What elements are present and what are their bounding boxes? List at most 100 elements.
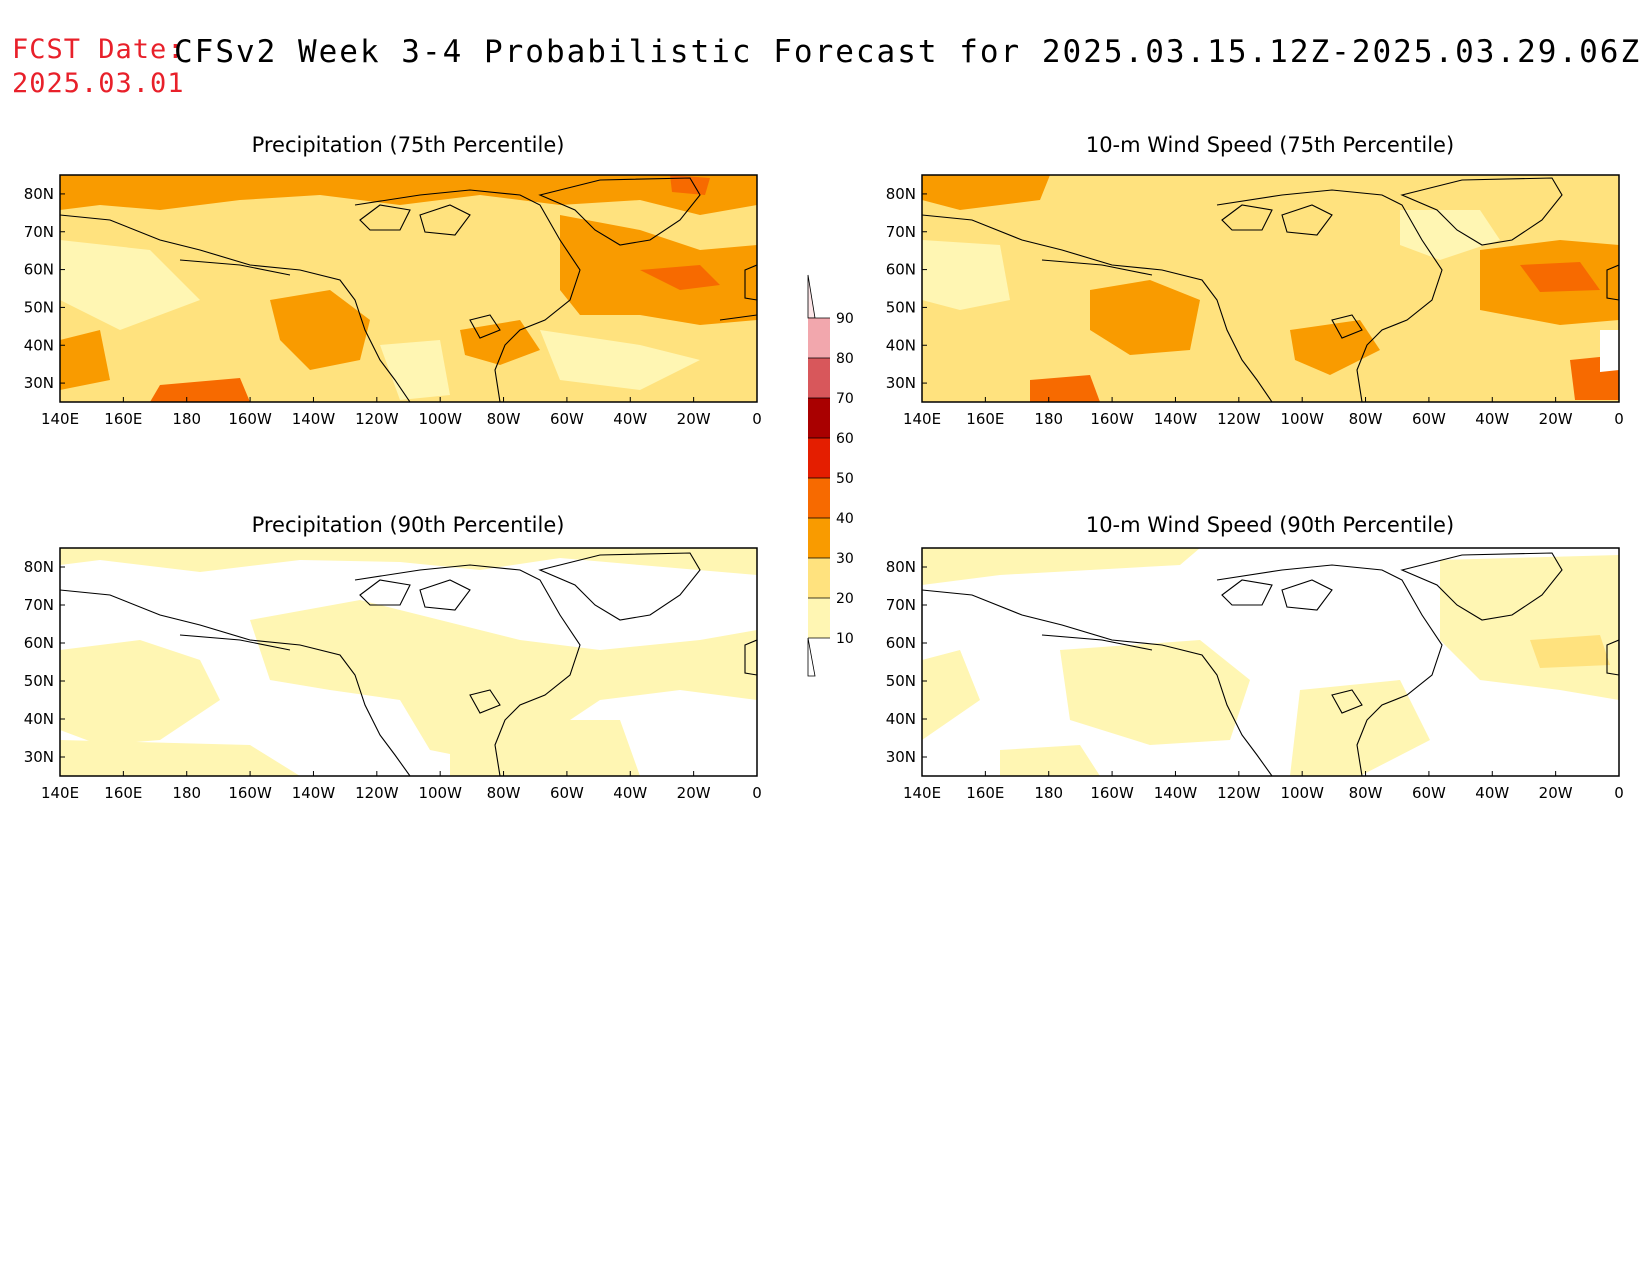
colorbar-bottom-arrow [807, 637, 816, 677]
lon-tick-label: 160E [966, 784, 1004, 802]
lat-tick-label: 80N [886, 185, 916, 203]
lon-tick-label: 40W [1475, 784, 1509, 802]
lon-tick-label: 60W [1412, 410, 1446, 428]
lon-tick-labels: 140E 160E 180 160W 140W 120W 100W 80W 60W 40W 20W 0 [903, 397, 1624, 428]
lon-tick-label: 160W [1090, 410, 1134, 428]
lat-tick-label: 70N [24, 596, 54, 614]
lat-tick-labels: 80N 70N 60N 50N 40N 30N [886, 185, 927, 392]
lon-tick-label: 60W [550, 410, 584, 428]
probability-shading [922, 548, 1619, 776]
probability-shading [60, 548, 757, 776]
lat-tick-labels: 80N 70N 60N 50N 40N 30N [24, 185, 65, 392]
panel-wind-75: 10-m Wind Speed (75th Percentile) 140E [886, 133, 1624, 428]
probability-shading [922, 175, 1619, 402]
coastlines [922, 552, 1619, 776]
lon-tick-label: 160E [104, 410, 142, 428]
lon-tick-label: 0 [1614, 410, 1624, 428]
colorbar: 10 20 30 40 50 60 70 80 90 [807, 274, 854, 677]
lat-tick-label: 50N [24, 672, 54, 690]
lon-tick-label: 160E [966, 410, 1004, 428]
colorbar-label: 40 [836, 511, 854, 527]
colorbar-box [808, 358, 830, 398]
lon-tick-label: 20W [1539, 410, 1573, 428]
coastlines [922, 177, 1619, 402]
lat-tick-label: 30N [24, 374, 54, 392]
lon-tick-label: 160E [104, 784, 142, 802]
lon-tick-label: 80W [487, 410, 521, 428]
lon-tick-label: 120W [1217, 410, 1261, 428]
map-frame [921, 547, 1620, 777]
lon-tick-label: 140W [1154, 784, 1198, 802]
lon-tick-labels: 140E 160E 180 160W 140W 120W 100W 80W 60W 40W 20W 0 [41, 397, 762, 428]
forecast-date-value: 2025.03.01 [12, 68, 185, 99]
panel-title: 10-m Wind Speed (75th Percentile) [1086, 133, 1454, 157]
lat-tick-label: 50N [886, 672, 916, 690]
lat-tick-label: 70N [24, 223, 54, 241]
colorbar-box [808, 598, 830, 638]
lon-tick-label: 140E [41, 784, 79, 802]
lat-tick-label: 30N [886, 374, 916, 392]
colorbar-label: 70 [836, 391, 854, 407]
coastlines [60, 552, 757, 776]
lon-tick-label: 20W [677, 784, 711, 802]
colorbar-label: 80 [836, 351, 854, 367]
panel-title: 10-m Wind Speed (90th Percentile) [1086, 513, 1454, 537]
lon-tick-label: 140E [41, 410, 79, 428]
lon-tick-label: 180 [172, 784, 201, 802]
lon-tick-label: 100W [418, 784, 462, 802]
colorbar-box [808, 438, 830, 478]
colorbar-label: 90 [836, 311, 854, 327]
colorbar-box [808, 558, 830, 598]
colorbar-label: 50 [836, 471, 854, 487]
lon-tick-label: 120W [355, 410, 399, 428]
lon-tick-label: 100W [418, 410, 462, 428]
lon-tick-label: 0 [752, 410, 762, 428]
colorbar-labels: 10 20 30 40 50 60 70 80 90 [808, 311, 854, 647]
lat-tick-label: 40N [886, 710, 916, 728]
colorbar-top-arrow [807, 274, 816, 319]
colorbar-box [808, 398, 830, 438]
lon-tick-label: 140W [292, 784, 336, 802]
lat-tick-label: 60N [886, 261, 916, 279]
colorbar-label: 60 [836, 431, 854, 447]
lat-tick-labels: 80N 70N 60N 50N 40N 30N [886, 558, 927, 766]
colorbar-label: 20 [836, 591, 854, 607]
probability-shading [60, 175, 757, 402]
lat-tick-label: 40N [24, 336, 54, 354]
lon-tick-label: 40W [613, 784, 647, 802]
lon-tick-label: 60W [550, 784, 584, 802]
lat-tick-label: 70N [886, 596, 916, 614]
lat-tick-label: 50N [886, 298, 916, 316]
lat-tick-label: 60N [886, 634, 916, 652]
lat-tick-labels: 80N 70N 60N 50N 40N 30N [24, 558, 65, 766]
colorbar-label: 30 [836, 551, 854, 567]
panel-title: Precipitation (90th Percentile) [252, 513, 565, 537]
colorbar-boxes [808, 318, 830, 638]
colorbar-box [808, 318, 830, 358]
panel-title: Precipitation (75th Percentile) [252, 133, 565, 157]
lon-tick-label: 0 [752, 784, 762, 802]
panel-wind-90: 10-m Wind Speed (90th Percentile) 140E 16… [886, 513, 1624, 802]
colorbar-box [808, 518, 830, 558]
lon-tick-label: 0 [1614, 784, 1624, 802]
panel-precip-90: Precipitation (90th Percentile) 140E 160E… [24, 513, 762, 802]
colorbar-label: 10 [836, 631, 854, 647]
panel-precip-75: Precipitation (75th Percentile) [24, 133, 762, 428]
lon-tick-label: 140W [292, 410, 336, 428]
lon-tick-label: 140E [903, 410, 941, 428]
lat-tick-label: 70N [886, 223, 916, 241]
map-frame [59, 547, 758, 777]
lon-tick-label: 120W [1217, 784, 1261, 802]
lat-tick-label: 80N [886, 558, 916, 576]
lat-tick-label: 80N [24, 185, 54, 203]
lat-tick-label: 30N [886, 748, 916, 766]
map-frame [59, 174, 758, 403]
lon-tick-label: 100W [1280, 410, 1324, 428]
lon-tick-label: 80W [1349, 784, 1383, 802]
lon-tick-label: 180 [1034, 410, 1063, 428]
lon-tick-label: 180 [172, 410, 201, 428]
lon-tick-label: 40W [1475, 410, 1509, 428]
lat-tick-label: 60N [24, 261, 54, 279]
lon-tick-label: 160W [1090, 784, 1134, 802]
lon-tick-label: 140E [903, 784, 941, 802]
